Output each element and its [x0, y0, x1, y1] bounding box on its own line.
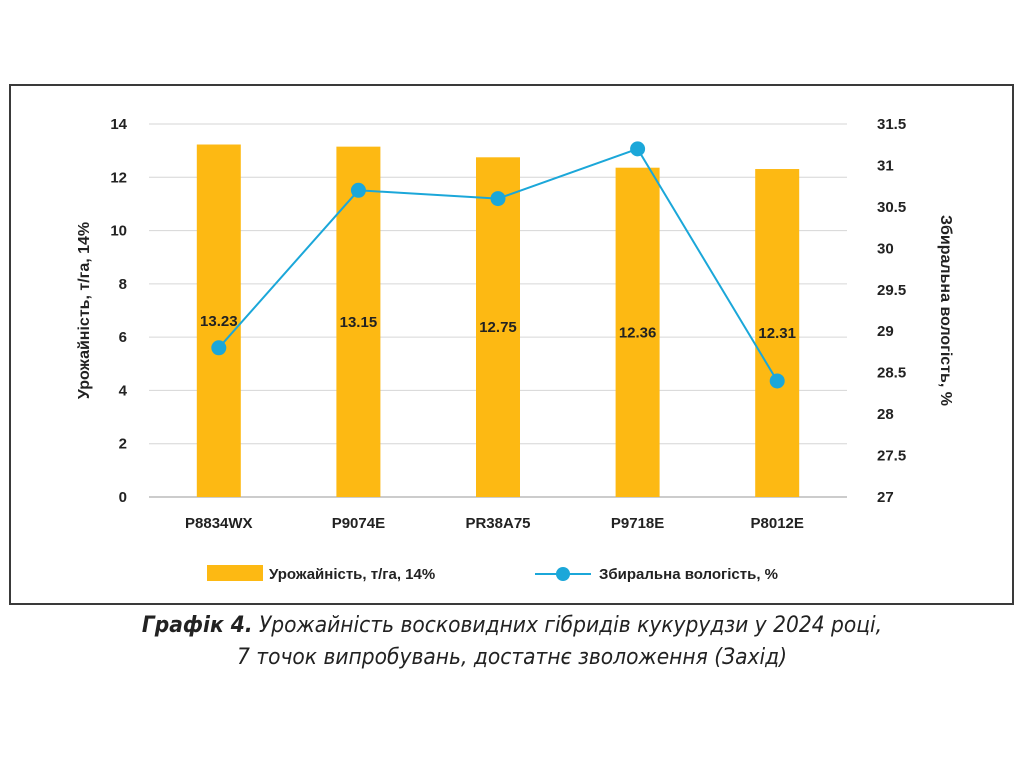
caption-text-1: Урожайність восковидних гібридів кукуруд… [258, 613, 883, 638]
y-right-tick-label: 29.5 [877, 282, 906, 299]
legend-bar-swatch [207, 565, 263, 581]
y-right-tick-label: 27 [877, 489, 894, 506]
bar-data-label: 13.15 [340, 314, 378, 331]
bar [196, 144, 241, 497]
y-right-tick-label: 28.5 [877, 365, 906, 382]
bar-data-label: 12.36 [619, 324, 657, 341]
moisture-point [490, 191, 506, 207]
y-tick-label: 10 [110, 223, 127, 240]
bar [755, 169, 800, 497]
y-tick-label: 0 [119, 489, 127, 506]
y-tick-label: 2 [119, 436, 127, 453]
y-axis-title: Урожайність, т/га, 14% [76, 222, 93, 399]
y-tick-label: 8 [119, 276, 127, 293]
y-right-axis-title: Збиральна вологість, % [937, 215, 954, 406]
y-right-tick-label: 31 [877, 157, 894, 174]
bar-data-label: 12.31 [758, 325, 796, 342]
y-tick-label: 6 [119, 329, 127, 346]
bar [336, 146, 381, 497]
y-tick-label: 14 [110, 116, 127, 133]
chart-frame: 0 2 4 6 8 10 12 14 27 27.5 28 28.5 29 29.5 30 30.5 31 31.… [9, 84, 1014, 605]
x-tick-label: P8012E [751, 515, 804, 532]
caption-line-2: 7 точок випробувань, достатнє зволоження… [236, 645, 788, 670]
y-right-tick-label: 29 [877, 323, 894, 340]
x-tick-label: PR38A75 [465, 515, 530, 532]
legend-line-marker [556, 567, 570, 581]
y-right-tick-label: 30 [877, 240, 894, 257]
y-right-tick-label: 27.5 [877, 448, 906, 465]
y-right-tick-label: 31.5 [877, 116, 906, 133]
x-tick-label: P8834WX [185, 515, 253, 532]
legend-bar-label: Урожайність, т/га, 14% [269, 566, 435, 583]
moisture-point [769, 373, 785, 389]
bar-data-label: 12.75 [479, 319, 517, 336]
x-tick-label: P9718E [611, 515, 664, 532]
combo-chart: 0 2 4 6 8 10 12 14 27 27.5 28 28.5 29 29.5 30 30.5 31 31.… [76, 116, 954, 583]
y-right-tick-label: 28 [877, 406, 894, 423]
y-right-tick-label: 30.5 [877, 199, 906, 216]
moisture-point [350, 182, 366, 198]
chart-caption: Графік 4. Урожайність восковидних гібрид… [41, 610, 983, 674]
y-tick-label: 12 [110, 169, 127, 186]
bar [476, 157, 520, 497]
caption-line-1: Графік 4. Урожайність восковидних гібрид… [41, 610, 983, 642]
bar [615, 167, 660, 497]
bar-data-label: 13.23 [200, 313, 238, 330]
moisture-point [211, 340, 227, 356]
legend-line-label: Збиральна вологість, % [599, 566, 778, 583]
moisture-point [630, 141, 646, 157]
y-tick-label: 4 [119, 382, 128, 399]
x-tick-label: P9074E [332, 515, 385, 532]
caption-prefix: Графік 4. [141, 613, 253, 638]
